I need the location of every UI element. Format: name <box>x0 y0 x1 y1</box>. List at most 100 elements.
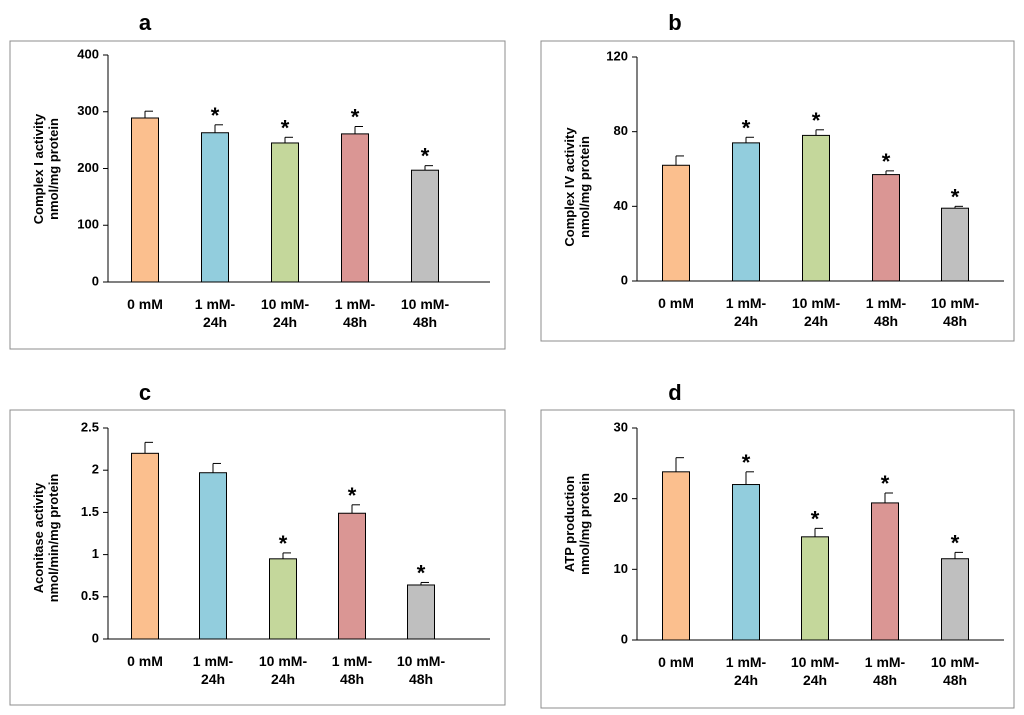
category-label-line: 1 mM- <box>866 295 907 311</box>
category-label-line: 24h <box>734 313 758 329</box>
category-label-line: 10 mM- <box>791 654 840 670</box>
significance-marker: * <box>881 471 890 496</box>
bar <box>201 132 229 283</box>
y-tick-label: 2 <box>92 462 99 477</box>
y-tick-label: 1 <box>92 546 99 561</box>
category-label: 0 mM <box>127 296 163 312</box>
panel-frame <box>9 409 506 706</box>
category-label-line: 24h <box>271 671 295 687</box>
y-tick-label: 0.5 <box>81 588 99 603</box>
category-label-line: 1 mM- <box>726 654 767 670</box>
panel-frame <box>540 409 1015 709</box>
bar <box>801 536 829 641</box>
category-label-line: 48h <box>874 313 898 329</box>
category-label-line: 24h <box>803 672 827 688</box>
y-tick-label: 120 <box>606 48 628 63</box>
y-tick-label: 0 <box>92 630 99 645</box>
category-label-line: 1 mM- <box>332 653 373 669</box>
category-label-line: 1 mM- <box>865 654 906 670</box>
category-label-line: 0 mM <box>658 654 694 670</box>
y-tick-label: 0 <box>621 631 628 646</box>
category-label-line: 10 mM- <box>261 296 310 312</box>
category-label-line: 48h <box>343 314 367 330</box>
category-label-line: 10 mM- <box>397 653 446 669</box>
y-axis-label-line: Complex I activity <box>31 113 46 224</box>
y-tick-label: 0 <box>92 273 99 288</box>
y-axis-label-line: Complex IV activity <box>562 127 577 247</box>
bar <box>941 558 969 641</box>
category-label-line: 48h <box>340 671 364 687</box>
significance-marker: * <box>351 105 360 130</box>
category-label-line: 10 mM- <box>792 295 841 311</box>
bar <box>271 142 299 283</box>
category-label-line: 1 mM- <box>726 295 767 311</box>
y-tick-label: 200 <box>77 160 99 175</box>
category-label-line: 1 mM- <box>193 653 234 669</box>
bar <box>732 484 760 641</box>
category-label-line: 0 mM <box>127 653 163 669</box>
significance-marker: * <box>812 108 821 133</box>
significance-marker: * <box>281 115 290 140</box>
category-label-line: 0 mM <box>658 295 694 311</box>
y-axis-label-line: nmol/min/mg protein <box>46 474 61 603</box>
category-label-line: 24h <box>804 313 828 329</box>
y-tick-label: 80 <box>614 123 628 138</box>
category-label: 1 mM- 48h <box>866 295 907 329</box>
significance-marker: * <box>421 144 430 169</box>
y-tick-label: 100 <box>77 217 99 232</box>
category-label-line: 24h <box>203 314 227 330</box>
panel-frame <box>9 40 506 350</box>
y-tick-label: 2.5 <box>81 419 99 434</box>
category-label: 10 mM- 48h <box>401 296 450 330</box>
y-tick-label: 10 <box>614 561 628 576</box>
category-label-line: 10 mM- <box>259 653 308 669</box>
significance-marker: * <box>811 506 820 531</box>
significance-marker: * <box>279 531 288 556</box>
category-label: 10 mM- 24h <box>259 653 308 687</box>
category-label-line: 48h <box>943 313 967 329</box>
significance-marker: * <box>742 115 751 140</box>
y-axis-label: Aconitase activitynmol/min/mg protein <box>31 474 61 603</box>
y-axis-label-line: Aconitase activity <box>31 482 46 593</box>
bar <box>199 472 227 640</box>
category-label-line: 1 mM- <box>335 296 376 312</box>
category-label-line: 10 mM- <box>931 295 980 311</box>
y-tick-label: 40 <box>614 198 628 213</box>
y-axis-label-line: nmol/mg protein <box>46 118 61 220</box>
category-label: 1 mM- 48h <box>332 653 373 687</box>
y-tick-label: 30 <box>614 419 628 434</box>
bar <box>662 471 690 641</box>
category-label-line: 48h <box>873 672 897 688</box>
bar <box>269 558 297 640</box>
bar <box>871 502 899 641</box>
bar <box>872 174 900 282</box>
y-axis-label-line: nmol/mg protein <box>577 136 592 238</box>
category-label: 10 mM- 24h <box>792 295 841 329</box>
category-label: 10 mM- 48h <box>931 295 980 329</box>
panel-frame <box>540 40 1015 342</box>
y-axis-label-line: ATP production <box>562 476 577 572</box>
significance-marker: * <box>417 560 426 585</box>
category-label: 0 mM <box>658 295 694 311</box>
bar <box>411 169 439 283</box>
category-label: 10 mM- 24h <box>791 654 840 688</box>
category-label: 10 mM- 48h <box>397 653 446 687</box>
significance-marker: * <box>742 450 751 475</box>
bar <box>802 134 830 282</box>
bar <box>662 164 690 282</box>
bar <box>407 584 435 640</box>
category-label-line: 48h <box>409 671 433 687</box>
category-label: 1 mM- 24h <box>726 654 767 688</box>
significance-marker: * <box>211 103 220 128</box>
category-label: 1 mM- 24h <box>193 653 234 687</box>
category-label-line: 10 mM- <box>401 296 450 312</box>
bar <box>732 142 760 282</box>
panel-label: b <box>668 10 681 35</box>
category-label: 10 mM- 24h <box>261 296 310 330</box>
bar <box>131 452 159 640</box>
significance-marker: * <box>348 483 357 508</box>
bar <box>341 133 369 283</box>
y-tick-label: 1.5 <box>81 504 99 519</box>
panel-d: d 0 10 20 30 ATP productionnmol/mg protein 0 m… <box>540 380 1015 709</box>
y-axis-label: ATP productionnmol/mg protein <box>562 473 592 575</box>
